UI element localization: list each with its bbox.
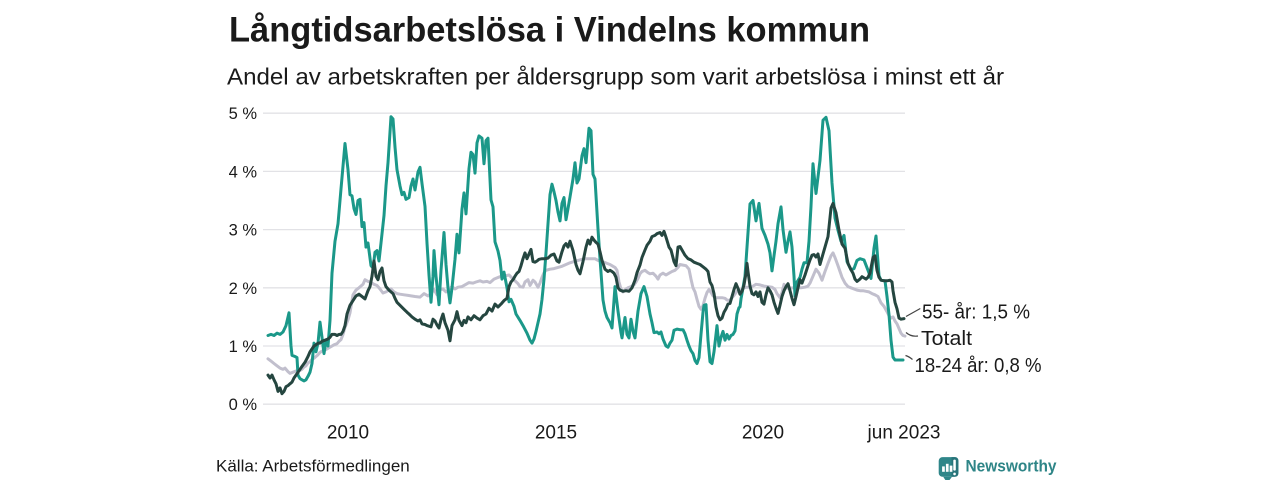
svg-text:2010: 2010 [327,423,369,444]
svg-text:2015: 2015 [535,423,577,444]
svg-text:Källa: Arbetsförmedlingen: Källa: Arbetsförmedlingen [216,457,410,476]
svg-text:5 %: 5 % [229,105,258,123]
svg-text:3 %: 3 % [229,222,258,240]
svg-text:Totalt: Totalt [921,327,972,350]
svg-text:Långtidsarbetslösa i Vindelns: Långtidsarbetslösa i Vindelns kommun [229,11,870,50]
svg-text:2 %: 2 % [229,280,258,298]
svg-text:55- år: 1,5 %: 55- år: 1,5 % [922,301,1030,324]
svg-text:18-24 år: 0,8 %: 18-24 år: 0,8 % [915,354,1042,377]
svg-text:jun 2023: jun 2023 [867,423,941,444]
svg-text:0 %: 0 % [229,396,258,414]
svg-text:1 %: 1 % [229,338,258,356]
svg-text:Newsworthy: Newsworthy [966,456,1057,475]
svg-text:2020: 2020 [742,423,784,444]
svg-text:4 %: 4 % [229,163,258,181]
svg-text:Andel av arbetskraften per åld: Andel av arbetskraften per åldersgrupp s… [227,64,1004,90]
